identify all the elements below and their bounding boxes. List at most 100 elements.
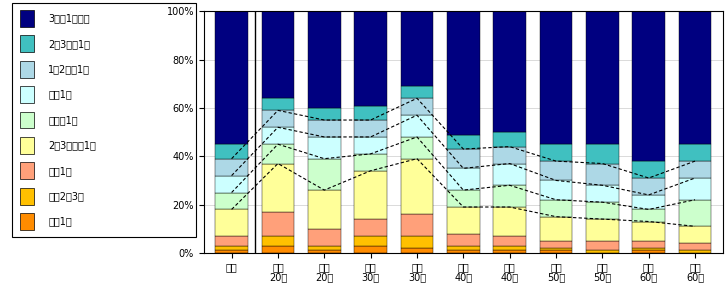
- Bar: [494, 132, 526, 147]
- Bar: [586, 251, 619, 253]
- Bar: [539, 241, 572, 248]
- Bar: [354, 11, 387, 106]
- Bar: [539, 161, 572, 180]
- Bar: [632, 11, 665, 161]
- Text: 3年に1回未満: 3年に1回未満: [48, 13, 89, 23]
- Bar: [354, 246, 387, 253]
- Bar: [215, 251, 248, 253]
- Bar: [262, 164, 294, 212]
- Bar: [308, 159, 340, 190]
- Bar: [354, 120, 387, 137]
- Bar: [679, 161, 711, 178]
- Bar: [262, 212, 294, 236]
- Bar: [215, 159, 248, 176]
- FancyBboxPatch shape: [20, 35, 34, 52]
- FancyBboxPatch shape: [20, 10, 34, 27]
- FancyBboxPatch shape: [20, 162, 34, 179]
- Bar: [262, 246, 294, 253]
- Bar: [308, 11, 340, 108]
- Bar: [215, 236, 248, 246]
- Text: 2〜3カ月に1回: 2〜3カ月に1回: [48, 140, 96, 150]
- Bar: [215, 144, 248, 159]
- Bar: [262, 236, 294, 246]
- Bar: [539, 11, 572, 144]
- Bar: [539, 144, 572, 161]
- Bar: [586, 164, 619, 185]
- Bar: [632, 161, 665, 178]
- FancyBboxPatch shape: [20, 86, 34, 103]
- Bar: [539, 248, 572, 251]
- Bar: [401, 86, 433, 98]
- Bar: [262, 127, 294, 144]
- Bar: [308, 229, 340, 246]
- Bar: [679, 144, 711, 161]
- Bar: [586, 219, 619, 241]
- Bar: [494, 246, 526, 251]
- Bar: [401, 214, 433, 236]
- Bar: [494, 11, 526, 132]
- Bar: [215, 209, 248, 236]
- Bar: [632, 248, 665, 251]
- Bar: [262, 144, 294, 164]
- Bar: [679, 178, 711, 200]
- Bar: [354, 154, 387, 171]
- Text: 半年に1回: 半年に1回: [48, 115, 78, 125]
- Bar: [447, 149, 480, 168]
- Bar: [447, 168, 480, 190]
- Bar: [308, 246, 340, 251]
- Text: 2〜3年に1回: 2〜3年に1回: [48, 39, 90, 49]
- Bar: [586, 202, 619, 219]
- Bar: [215, 246, 248, 251]
- Text: 年に1回: 年に1回: [48, 90, 72, 100]
- Bar: [447, 246, 480, 251]
- Bar: [447, 234, 480, 246]
- Bar: [586, 185, 619, 202]
- Bar: [447, 11, 480, 134]
- Bar: [215, 192, 248, 209]
- Text: 週に1回: 週に1回: [48, 217, 72, 227]
- Bar: [586, 241, 619, 251]
- Bar: [632, 209, 665, 221]
- FancyBboxPatch shape: [20, 213, 34, 230]
- Bar: [679, 226, 711, 243]
- Bar: [401, 115, 433, 137]
- Bar: [632, 241, 665, 248]
- Bar: [494, 147, 526, 164]
- Bar: [308, 251, 340, 253]
- FancyBboxPatch shape: [20, 61, 34, 78]
- Bar: [401, 137, 433, 159]
- Bar: [632, 251, 665, 253]
- Bar: [354, 106, 387, 120]
- Bar: [447, 190, 480, 207]
- Text: 1〜2年に1回: 1〜2年に1回: [48, 64, 90, 74]
- Bar: [494, 236, 526, 246]
- Bar: [539, 180, 572, 200]
- Bar: [679, 200, 711, 226]
- Bar: [447, 251, 480, 253]
- Bar: [679, 11, 711, 144]
- Bar: [539, 200, 572, 217]
- Bar: [354, 219, 387, 236]
- Bar: [447, 207, 480, 234]
- Bar: [586, 11, 619, 144]
- Bar: [539, 251, 572, 253]
- Bar: [308, 120, 340, 137]
- Bar: [401, 11, 433, 86]
- Bar: [494, 164, 526, 185]
- Text: 月に1回: 月に1回: [48, 166, 72, 176]
- Bar: [401, 248, 433, 253]
- Bar: [679, 243, 711, 251]
- Bar: [215, 11, 248, 144]
- Bar: [632, 178, 665, 195]
- Bar: [354, 137, 387, 154]
- Bar: [401, 236, 433, 248]
- Bar: [539, 217, 572, 241]
- Bar: [262, 110, 294, 127]
- Bar: [308, 108, 340, 120]
- Text: 月に2〜3回: 月に2〜3回: [48, 191, 84, 201]
- Bar: [632, 195, 665, 209]
- Bar: [215, 176, 248, 192]
- Bar: [679, 251, 711, 253]
- Bar: [494, 207, 526, 236]
- Bar: [586, 144, 619, 164]
